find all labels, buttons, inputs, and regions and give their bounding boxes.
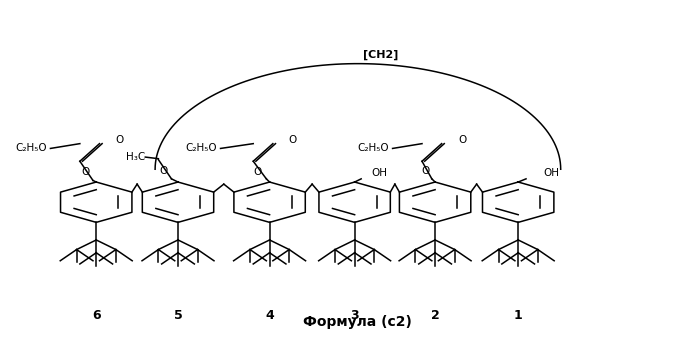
Text: OH: OH <box>543 168 559 178</box>
Text: C₂H₅O: C₂H₅O <box>185 144 217 153</box>
Text: O: O <box>160 166 168 176</box>
Text: 3: 3 <box>350 309 359 322</box>
Text: O: O <box>458 135 467 146</box>
Text: Формула (с2): Формула (с2) <box>304 315 412 329</box>
Text: 5: 5 <box>174 309 183 322</box>
Text: O: O <box>253 167 262 177</box>
Text: O: O <box>288 135 297 146</box>
Text: 2: 2 <box>430 309 440 322</box>
Text: O: O <box>115 135 123 146</box>
Text: 4: 4 <box>265 309 274 322</box>
Text: 1: 1 <box>514 309 523 322</box>
Text: [CH2]: [CH2] <box>363 50 398 61</box>
Text: H₃C: H₃C <box>126 152 145 162</box>
Text: O: O <box>421 166 429 176</box>
Text: C₂H₅O: C₂H₅O <box>357 144 388 153</box>
Text: OH: OH <box>372 168 388 178</box>
Text: C₂H₅O: C₂H₅O <box>15 144 47 153</box>
Text: 6: 6 <box>92 309 101 322</box>
Text: O: O <box>81 167 89 177</box>
